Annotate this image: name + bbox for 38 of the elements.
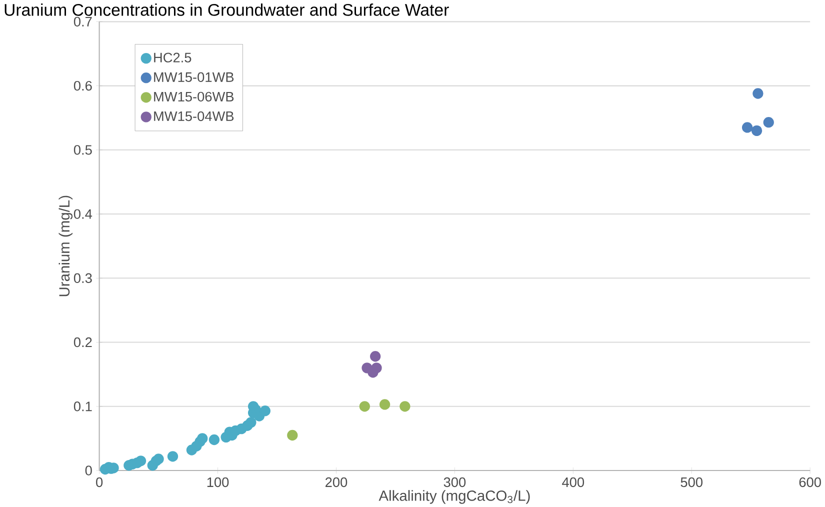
point: [400, 400, 410, 412]
y-tick-label: 0.7: [74, 16, 92, 26]
point: [153, 453, 164, 464]
point: [197, 432, 208, 444]
x-tick-label: 0: [96, 477, 103, 487]
y-tick-label: 0.2: [74, 337, 92, 347]
legend-label: HC2.5: [154, 52, 192, 62]
y-tick-label: 0: [85, 466, 92, 476]
legend-label: MW15-01WB: [154, 72, 234, 82]
x-tick-label: 500: [680, 477, 702, 487]
y-tick-label: 0.1: [74, 401, 92, 412]
x-tick-label: 400: [562, 477, 584, 487]
legend-label: MW15-04WB: [154, 111, 234, 121]
x-tick-label: 600: [799, 477, 821, 487]
point: [379, 398, 390, 410]
legend-label: MW15-06WB: [154, 92, 234, 102]
x-axis-title: Alkalinity (mgCaCO$_{3}$/L): [378, 490, 530, 504]
point: [370, 350, 381, 362]
point: [167, 450, 178, 462]
point: [287, 430, 298, 440]
x-tick-label: 100: [207, 477, 229, 487]
y-tick-label: 0.6: [74, 80, 92, 90]
y-tick-label: 0.3: [74, 273, 92, 283]
point: [135, 455, 146, 466]
point: [246, 416, 256, 428]
point: [752, 88, 764, 99]
chart-title: Uranium Concentrations in Groundwater and Surface Water: [4, 3, 449, 16]
y-tick-label: 0.4: [74, 209, 92, 219]
y-tick-label: 0.5: [74, 144, 92, 155]
point: [359, 400, 370, 412]
y-axis-title: Uranium (mg/L): [58, 196, 73, 296]
point: [763, 116, 774, 128]
point: [751, 125, 762, 136]
point: [208, 434, 220, 445]
point: [260, 405, 270, 416]
x-tick-label: 300: [444, 477, 466, 487]
point: [742, 122, 753, 133]
x-tick-label: 200: [326, 477, 348, 487]
